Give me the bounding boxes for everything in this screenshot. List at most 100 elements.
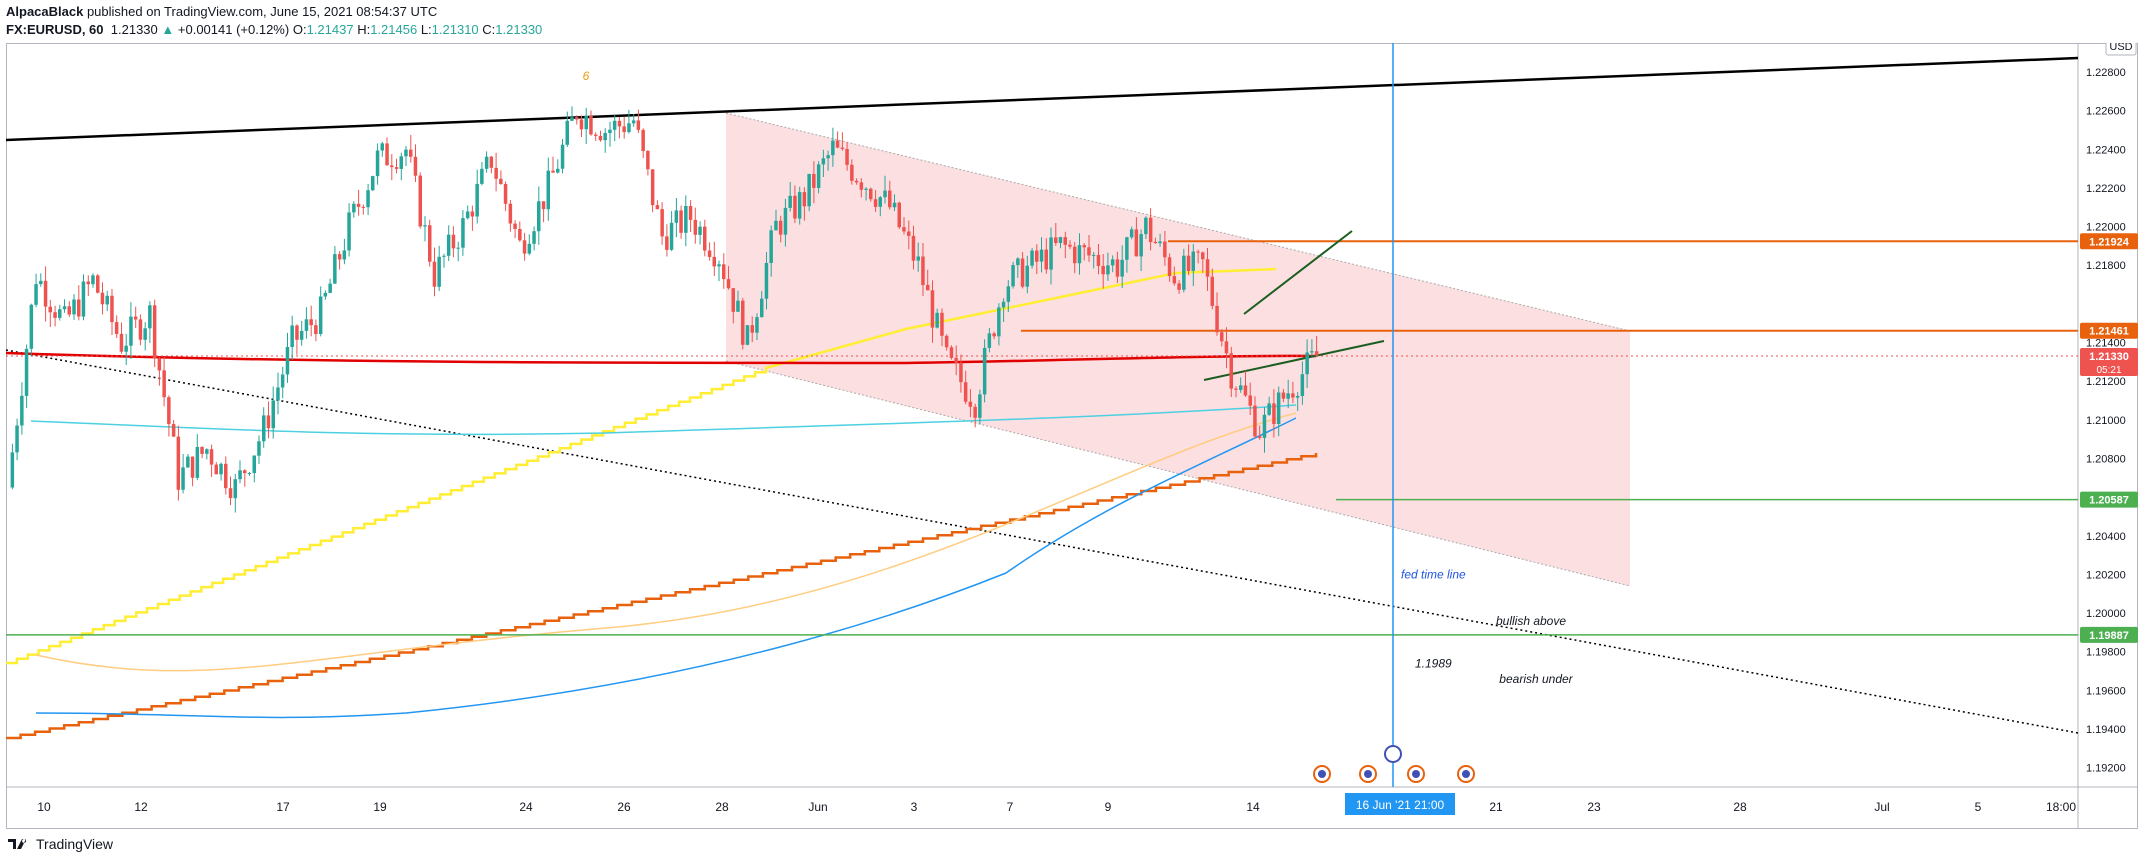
candle-body	[328, 283, 332, 293]
open-value: 1.21437	[306, 22, 354, 37]
event-marker-dot	[1462, 770, 1470, 778]
candle-body	[1205, 259, 1210, 277]
price-tick-label: 1.22800	[2086, 67, 2126, 79]
candle-body	[812, 173, 816, 188]
candle-body	[1262, 414, 1267, 438]
candle-body	[1201, 252, 1205, 260]
candle-body	[489, 156, 494, 168]
candle-body	[589, 115, 593, 135]
candle-body	[446, 234, 451, 256]
candle-body	[821, 158, 826, 165]
candle-body	[522, 240, 527, 254]
candle-body	[342, 250, 347, 260]
price-tick-label: 1.20000	[2086, 608, 2126, 620]
candle-body	[1172, 276, 1177, 284]
candle-body	[86, 281, 90, 285]
candle-body	[105, 295, 109, 305]
candle-body	[513, 223, 517, 229]
candle-body	[584, 115, 588, 130]
candle-body	[669, 222, 674, 250]
author-name[interactable]: AlpacaBlack	[6, 4, 84, 19]
candle-body	[864, 188, 868, 190]
candle-body	[1129, 229, 1134, 238]
candle-body	[598, 135, 603, 141]
last-price: 1.21330	[110, 22, 158, 37]
candle-body	[518, 229, 522, 241]
price-level-tag	[2080, 626, 2138, 643]
candle-body	[167, 397, 171, 425]
candle-body	[437, 256, 441, 287]
open-label: O:	[292, 22, 307, 37]
candle-body	[138, 319, 143, 340]
candle-body	[1058, 237, 1063, 243]
fed-event-icon	[1384, 745, 1402, 763]
time-tick-label: 19	[373, 800, 387, 814]
published-text: published on TradingView.com, June 15, 2…	[86, 4, 438, 19]
price-chart[interactable]: 10 12 17 19 24 26 28 Jun 3 7 9 14 21 23 28 Jul 5 18:00 1.1…	[6, 43, 2138, 829]
candle-body	[1229, 353, 1233, 389]
candle-body	[731, 288, 735, 312]
candle-body	[81, 281, 86, 317]
candle-body	[1082, 245, 1086, 248]
candle-body	[133, 316, 138, 320]
candle-body	[845, 149, 849, 165]
candle-body	[280, 374, 285, 388]
candle-body	[508, 203, 513, 224]
candle-body	[1272, 403, 1276, 424]
candle-body	[888, 190, 892, 208]
candle-body	[257, 441, 261, 456]
candle-body	[541, 201, 546, 210]
candle-body	[252, 455, 256, 473]
candle-body	[797, 192, 802, 219]
candle-body	[1186, 255, 1191, 271]
candle-body	[295, 325, 299, 340]
candle-body	[930, 290, 935, 328]
price-level-label: 1.19887	[2089, 630, 2129, 642]
footer: TradingView	[8, 836, 113, 852]
candle-body	[96, 275, 100, 293]
candle-body	[1295, 396, 1300, 398]
candle-body	[1011, 265, 1015, 287]
candle-body	[484, 156, 489, 169]
event-marker-dot	[1318, 770, 1326, 778]
cyan-ma	[30, 404, 1297, 436]
price-tick-label: 1.20200	[2086, 569, 2126, 581]
candle-body	[385, 143, 389, 166]
candle-body	[190, 456, 195, 478]
candle-body	[209, 449, 214, 465]
candle-body	[176, 436, 181, 490]
candle-body	[944, 335, 949, 348]
candle-body	[243, 470, 247, 474]
candle-body	[1163, 241, 1167, 258]
candle-body	[1106, 265, 1110, 275]
candle-body	[304, 319, 309, 331]
descending-channel	[726, 113, 1630, 586]
candle-body	[707, 250, 712, 257]
candle-body	[1025, 265, 1029, 287]
candle-body	[532, 231, 536, 244]
symbol-label[interactable]: FX:EURUSD, 60	[6, 22, 104, 37]
candle-body	[1068, 244, 1072, 247]
candle-body	[826, 155, 830, 159]
candle-body	[1158, 241, 1162, 244]
price-tick-label: 1.19400	[2086, 724, 2126, 736]
candle-body	[34, 284, 38, 305]
candle-body	[698, 226, 702, 235]
candle-body	[233, 479, 237, 499]
chart-area[interactable]: 10 12 17 19 24 26 28 Jun 3 7 9 14 21 23 28 Jul 5 18:00 1.1…	[6, 43, 2138, 829]
candle-body	[736, 300, 740, 312]
candle-body	[1239, 385, 1243, 390]
candle-body	[537, 201, 541, 232]
candle-body	[499, 178, 503, 184]
price-tick-label: 1.19600	[2086, 685, 2126, 697]
publish-info: AlpacaBlack published on TradingView.com…	[6, 4, 437, 19]
footer-brand[interactable]: TradingView	[36, 836, 114, 852]
chart-annotation: bearish under	[1499, 672, 1573, 686]
candle-body	[1182, 255, 1186, 290]
candle-body	[665, 236, 669, 250]
candle-body	[1300, 374, 1305, 396]
price-tick-label: 1.21800	[2086, 260, 2126, 272]
candle-body	[570, 117, 574, 121]
candle-body	[214, 464, 218, 475]
candle-body	[224, 463, 228, 489]
